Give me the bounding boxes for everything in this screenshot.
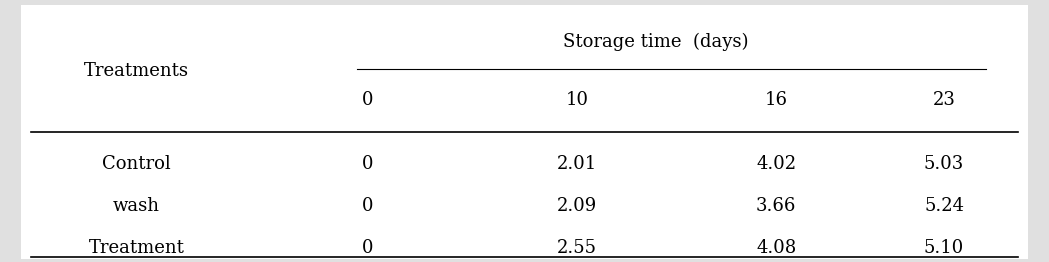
Text: wash: wash	[113, 197, 159, 215]
Text: 10: 10	[565, 91, 588, 108]
Text: 0: 0	[362, 155, 372, 173]
Text: 0: 0	[362, 197, 372, 215]
Text: Treatments: Treatments	[84, 62, 189, 80]
Text: 5.24: 5.24	[924, 197, 964, 215]
Text: 4.08: 4.08	[756, 239, 796, 256]
Text: 0: 0	[362, 239, 372, 256]
Text: 2.09: 2.09	[557, 197, 597, 215]
Text: 5.10: 5.10	[924, 239, 964, 256]
Text: 0: 0	[362, 91, 372, 108]
Text: 3.66: 3.66	[756, 197, 796, 215]
Text: 23: 23	[933, 91, 956, 108]
Text: Treatment: Treatment	[88, 239, 185, 256]
Text: 4.02: 4.02	[756, 155, 796, 173]
Text: Storage time  (days): Storage time (days)	[563, 33, 748, 51]
Text: 16: 16	[765, 91, 788, 108]
Text: 2.55: 2.55	[557, 239, 597, 256]
Text: Control: Control	[102, 155, 171, 173]
Text: 2.01: 2.01	[557, 155, 597, 173]
Text: 5.03: 5.03	[924, 155, 964, 173]
FancyBboxPatch shape	[21, 5, 1028, 259]
